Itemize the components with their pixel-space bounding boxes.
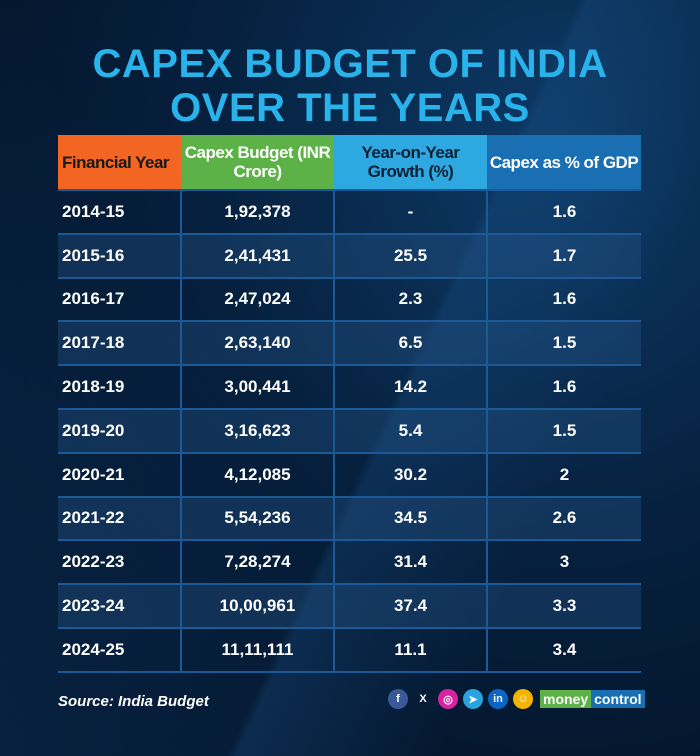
page-title: CAPEX BUDGET OF INDIA OVER THE YEARS bbox=[0, 42, 700, 130]
table-cell: 37.4 bbox=[333, 583, 487, 628]
table-cell: 1.6 bbox=[486, 364, 641, 409]
koo-icon[interactable]: ☺ bbox=[513, 689, 533, 709]
table-cell: 2019-20 bbox=[58, 407, 181, 453]
facebook-icon[interactable]: f bbox=[388, 689, 408, 709]
table-cell: 5.4 bbox=[333, 407, 487, 453]
table-row: 2019-20 3,16,623 5.4 1.5 bbox=[58, 407, 641, 453]
table-cell: 1.5 bbox=[486, 320, 641, 366]
table-row: 2022-23 7,28,274 31.4 3 bbox=[58, 539, 641, 585]
table-cell: 2021-22 bbox=[58, 495, 181, 541]
table-row: 2016-17 2,47,024 2.3 1.6 bbox=[58, 276, 641, 322]
table-cell: 31.4 bbox=[333, 539, 487, 585]
table-cell: 2 bbox=[486, 451, 641, 497]
social-icons: f X ◎ ➤ in ☺ money control bbox=[388, 689, 645, 709]
source-note: Source: India Budget bbox=[58, 693, 209, 710]
table-cell: 4,12,085 bbox=[180, 451, 334, 497]
table-cell: 3,16,623 bbox=[180, 407, 334, 453]
table-cell: 25.5 bbox=[333, 232, 487, 278]
table-cell: 2,63,140 bbox=[180, 320, 334, 366]
table-cell: 2024-25 bbox=[58, 626, 181, 673]
table-cell: 2023-24 bbox=[58, 583, 181, 628]
table-cell: 1,92,378 bbox=[180, 189, 334, 234]
column-header: Financial Year bbox=[58, 135, 181, 190]
table-row: 2021-22 5,54,236 34.5 2.6 bbox=[58, 495, 641, 541]
table-cell: 14.2 bbox=[333, 364, 487, 409]
table-cell: 7,28,274 bbox=[180, 539, 334, 585]
table-cell: 10,00,961 bbox=[180, 583, 334, 628]
title-line-2: OVER THE YEARS bbox=[170, 86, 530, 130]
table-cell: 2,47,024 bbox=[180, 276, 334, 322]
table-cell: 3 bbox=[486, 539, 641, 585]
title-line-1: CAPEX BUDGET OF INDIA bbox=[92, 42, 608, 86]
table-cell: 34.5 bbox=[333, 495, 487, 541]
table-row: 2015-16 2,41,431 25.5 1.7 bbox=[58, 232, 641, 278]
column-header: Capex as % of GDP bbox=[487, 135, 641, 190]
table-cell: 1.5 bbox=[486, 407, 641, 453]
table-cell: 2017-18 bbox=[58, 320, 181, 366]
table-row: 2017-18 2,63,140 6.5 1.5 bbox=[58, 320, 641, 366]
column-header: Year-on-Year Growth (%) bbox=[334, 135, 487, 190]
table-cell: 2018-19 bbox=[58, 364, 181, 409]
table-cell: 3,00,441 bbox=[180, 364, 334, 409]
table-cell: 2022-23 bbox=[58, 539, 181, 585]
table-cell: 30.2 bbox=[333, 451, 487, 497]
table-cell: 5,54,236 bbox=[180, 495, 334, 541]
table-cell: 1.7 bbox=[486, 232, 641, 278]
moneycontrol-logo: money control bbox=[540, 690, 645, 708]
x-icon[interactable]: X bbox=[419, 693, 427, 705]
instagram-icon[interactable]: ◎ bbox=[438, 689, 458, 709]
capex-table: Financial Year Capex Budget (INR Crore) Ye… bbox=[58, 135, 641, 673]
table-cell: 3.3 bbox=[486, 583, 641, 628]
table-cell: 2016-17 bbox=[58, 276, 181, 322]
table-cell: 2,41,431 bbox=[180, 232, 334, 278]
table-cell: 6.5 bbox=[333, 320, 487, 366]
table-cell: 2.3 bbox=[333, 276, 487, 322]
table-cell: 2020-21 bbox=[58, 451, 181, 497]
linkedin-icon[interactable]: in bbox=[488, 689, 508, 709]
column-header: Capex Budget (INR Crore) bbox=[181, 135, 334, 190]
table-cell: - bbox=[333, 189, 487, 234]
table-row: 2014-15 1,92,378-1.6 bbox=[58, 189, 641, 234]
table-cell: 3.4 bbox=[486, 626, 641, 673]
table-row: 2024-25 11,11,111 11.1 3.4 bbox=[58, 626, 641, 673]
table-cell: 11.1 bbox=[333, 626, 487, 673]
table-cell: 1.6 bbox=[486, 276, 641, 322]
table-cell: 2.6 bbox=[486, 495, 641, 541]
table-row: 2023-24 10,00,961 37.4 3.3 bbox=[58, 583, 641, 628]
table-cell: 2015-16 bbox=[58, 232, 181, 278]
table-cell: 1.6 bbox=[486, 189, 641, 234]
table-cell: 2014-15 bbox=[58, 189, 181, 234]
table-cell: 11,11,111 bbox=[180, 626, 334, 673]
telegram-icon[interactable]: ➤ bbox=[463, 689, 483, 709]
table-row: 2018-19 3,00,441 14.2 1.6 bbox=[58, 364, 641, 409]
table-row: 2020-21 4,12,085 30.2 2 bbox=[58, 451, 641, 497]
